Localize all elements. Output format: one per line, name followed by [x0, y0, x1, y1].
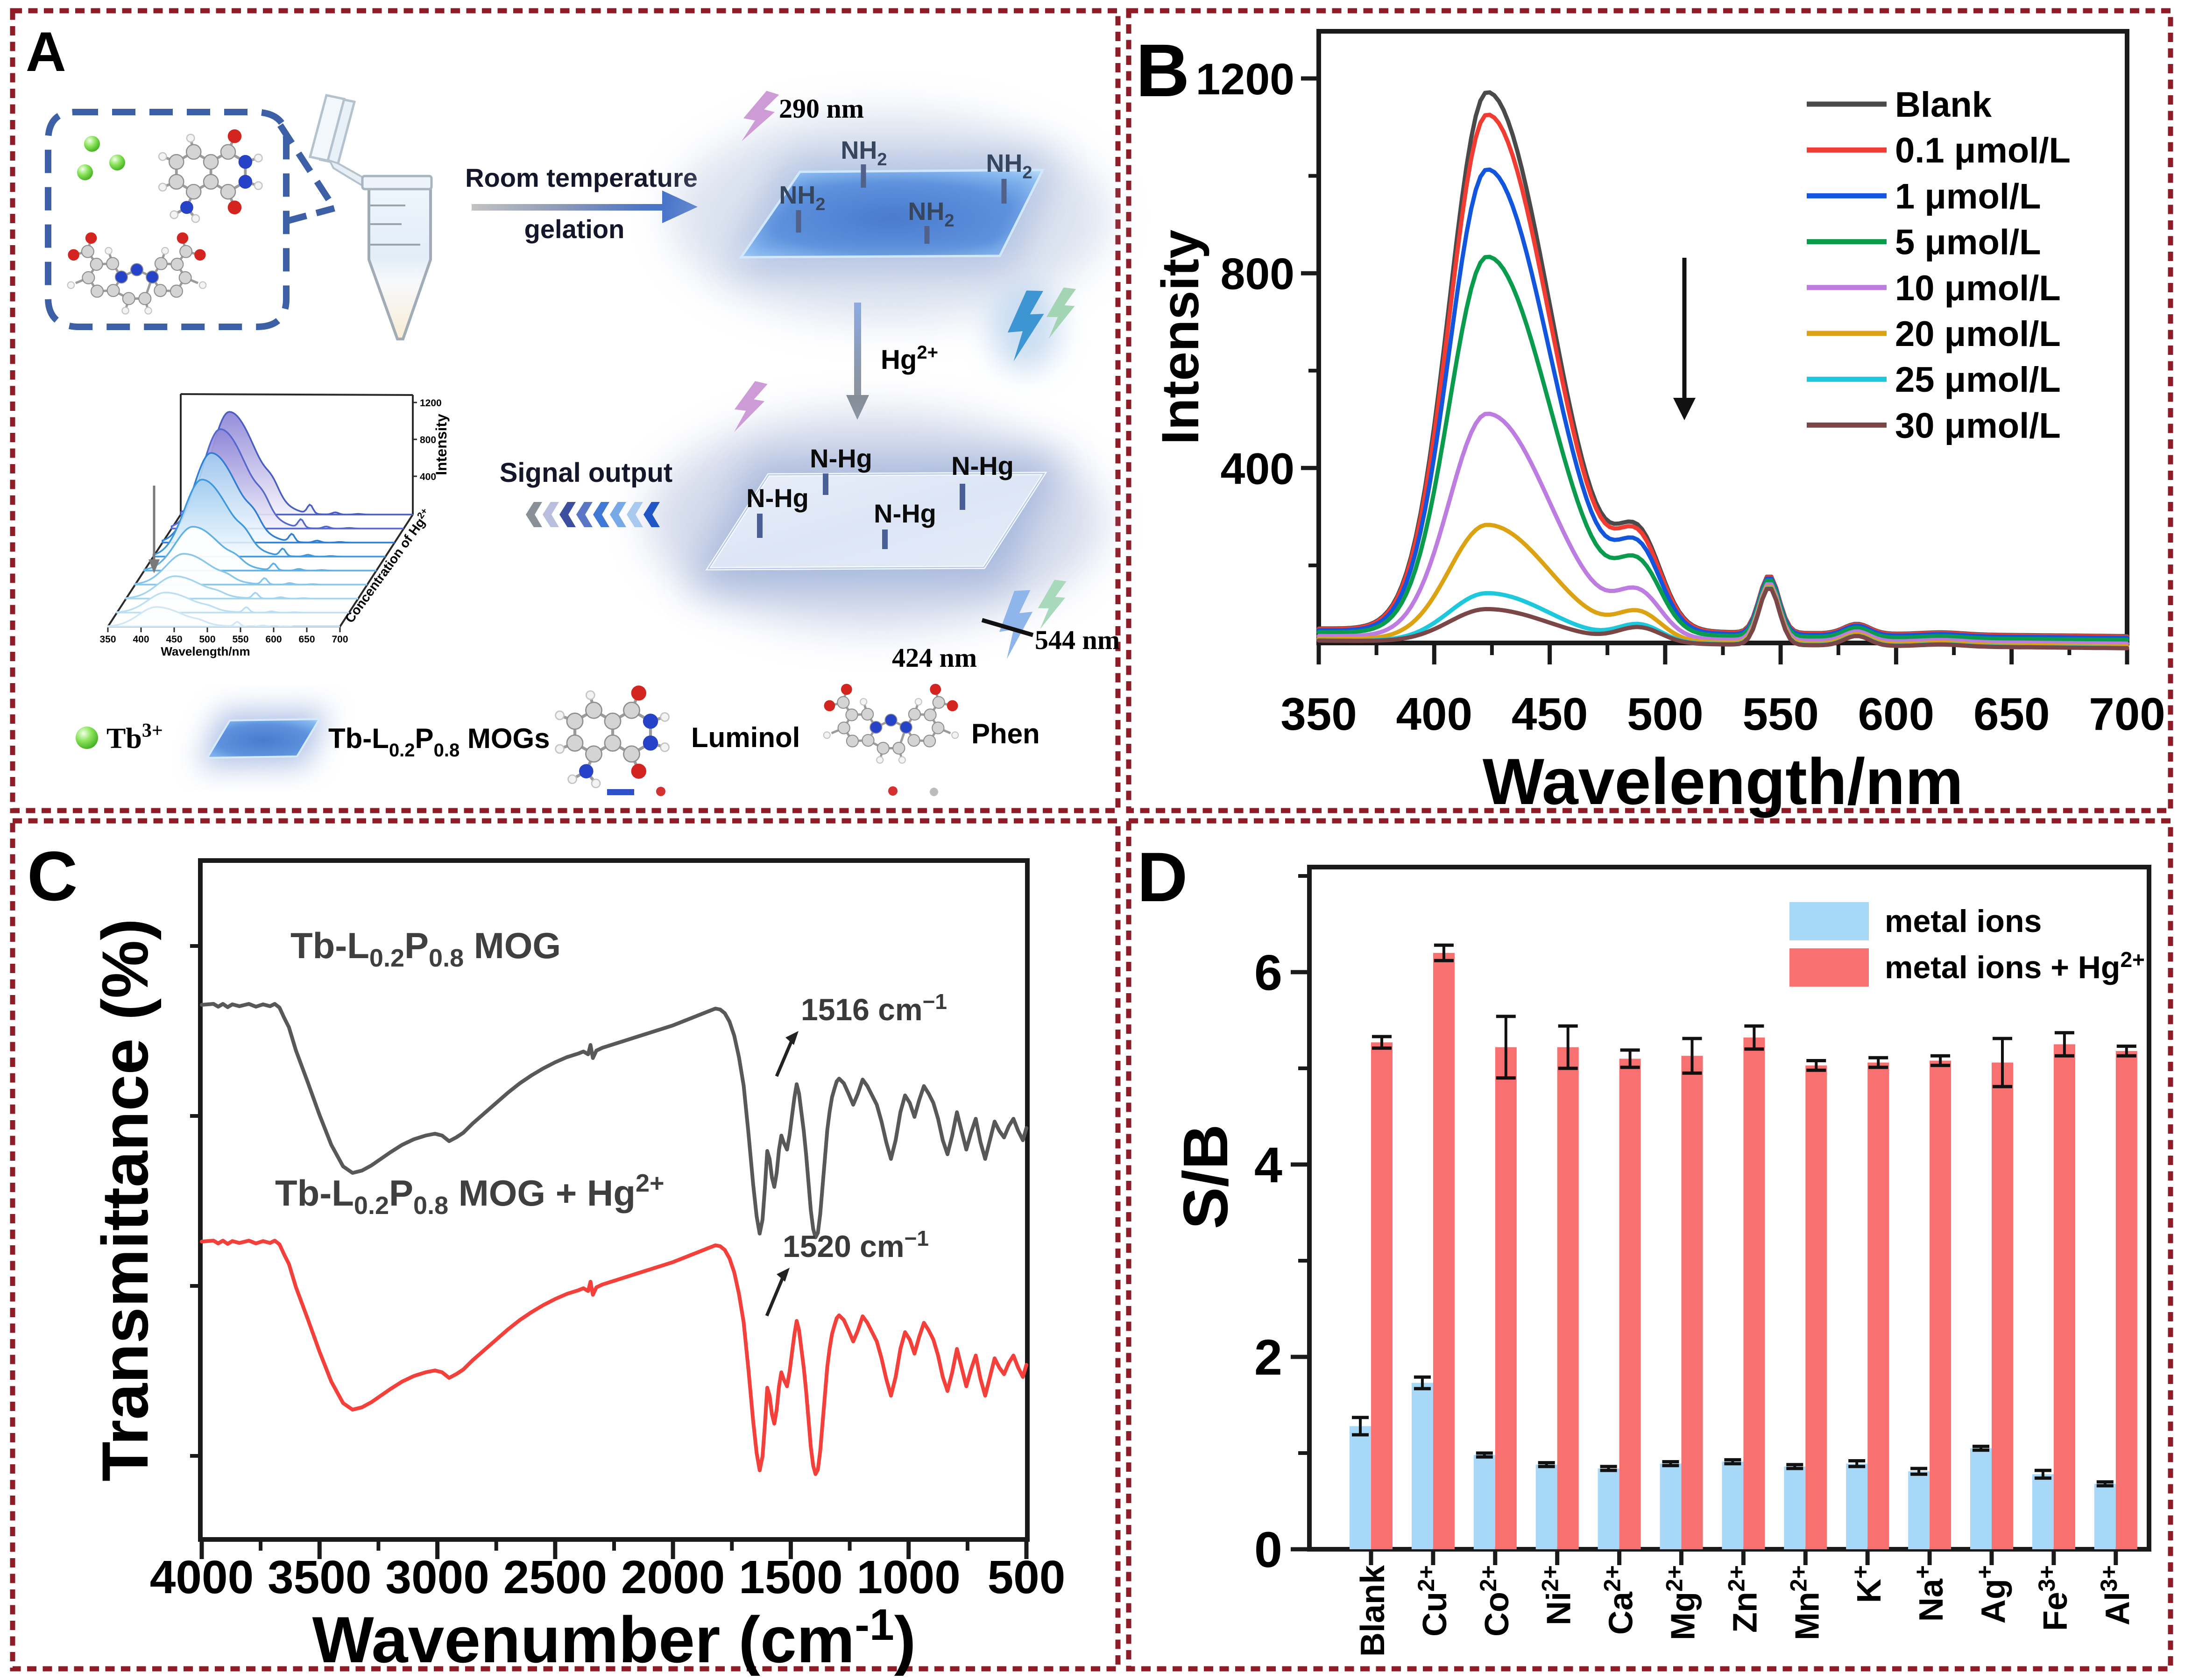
svg-text:550: 550 [1742, 688, 1819, 740]
svg-text:0.1 μmol/L: 0.1 μmol/L [1895, 131, 2071, 170]
svg-text:544 nm: 544 nm [1035, 625, 1120, 655]
svg-text:1000: 1000 [856, 1551, 960, 1603]
svg-text:NH2: NH2 [986, 149, 1032, 183]
svg-text:metal ions + Hg2+: metal ions + Hg2+ [1885, 947, 2145, 985]
svg-text:2500: 2500 [503, 1551, 607, 1603]
svg-text:Intensity: Intensity [433, 414, 450, 475]
svg-text:700: 700 [2089, 688, 2165, 740]
svg-text:700: 700 [332, 634, 348, 645]
svg-text:500: 500 [199, 634, 215, 645]
svg-text:800: 800 [420, 435, 436, 445]
svg-text:Phen: Phen [971, 718, 1040, 749]
svg-text:D: D [1137, 838, 1188, 916]
svg-text:10 μmol/L: 10 μmol/L [1895, 268, 2061, 308]
svg-text:3000: 3000 [385, 1551, 489, 1603]
svg-text:1200: 1200 [1196, 55, 1294, 104]
svg-text:1 μmol/L: 1 μmol/L [1895, 176, 2041, 216]
svg-text:500: 500 [988, 1551, 1066, 1603]
svg-text:2: 2 [1254, 1329, 1282, 1385]
svg-text:Ag+: Ag+ [1972, 1565, 2012, 1624]
svg-text:1500: 1500 [739, 1551, 842, 1603]
svg-text:400: 400 [133, 634, 149, 645]
svg-text:Tb3+: Tb3+ [106, 720, 163, 755]
svg-text:1200: 1200 [420, 398, 442, 409]
svg-text:600: 600 [265, 634, 282, 645]
svg-text:N-Hg: N-Hg [746, 483, 809, 513]
svg-text:A: A [26, 21, 66, 83]
svg-text:6: 6 [1254, 944, 1282, 1001]
svg-text:424 nm: 424 nm [892, 642, 977, 673]
svg-text:Hg2+: Hg2+ [881, 342, 938, 375]
svg-text:Cu2+: Cu2+ [1413, 1565, 1454, 1637]
svg-text:Wavelength/nm: Wavelength/nm [161, 644, 250, 658]
svg-text:400: 400 [420, 472, 436, 482]
svg-text:Mn2+: Mn2+ [1785, 1565, 1826, 1640]
svg-text:N-Hg: N-Hg [810, 444, 872, 473]
svg-text:350: 350 [99, 634, 116, 645]
svg-text:Wavenumber (cm-1): Wavenumber (cm-1) [312, 1600, 916, 1676]
svg-text:Co2+: Co2+ [1475, 1565, 1516, 1637]
svg-text:N-Hg: N-Hg [951, 451, 1014, 480]
svg-text:650: 650 [298, 634, 315, 645]
svg-text:Ca2+: Ca2+ [1599, 1565, 1640, 1635]
svg-text:400: 400 [1396, 688, 1473, 740]
svg-text:metal ions: metal ions [1885, 904, 2042, 939]
svg-text:gelation: gelation [524, 214, 625, 244]
svg-text:450: 450 [1512, 688, 1588, 740]
svg-text:Blank: Blank [1354, 1565, 1392, 1657]
svg-text:Luminol: Luminol [691, 722, 800, 753]
svg-text:20 μmol/L: 20 μmol/L [1895, 314, 2061, 354]
svg-text:5 μmol/L: 5 μmol/L [1895, 223, 2041, 262]
svg-text:Al3+: Al3+ [2096, 1565, 2136, 1625]
svg-text:800: 800 [1220, 249, 1294, 299]
svg-text:650: 650 [1973, 688, 2050, 740]
svg-text:Tb-L0.2P0.8 MOG + Hg2+: Tb-L0.2P0.8 MOG + Hg2+ [275, 1169, 665, 1220]
svg-text:550: 550 [232, 634, 248, 645]
svg-text:Concentration of Hg2+: Concentration of Hg2+ [341, 506, 434, 626]
svg-text:25 μmol/L: 25 μmol/L [1895, 360, 2061, 400]
svg-text:500: 500 [1627, 688, 1704, 740]
svg-text:Tb-L0.2P0.8 MOG: Tb-L0.2P0.8 MOG [290, 925, 561, 972]
svg-text:4: 4 [1254, 1136, 1282, 1193]
svg-text:N-Hg: N-Hg [874, 499, 936, 528]
svg-text:K+: K+ [1847, 1565, 1888, 1603]
svg-text:450: 450 [166, 634, 182, 645]
svg-text:Room temperature: Room temperature [465, 163, 698, 192]
svg-text:600: 600 [1858, 688, 1935, 740]
svg-text:B: B [1136, 28, 1190, 112]
svg-text:Mg2+: Mg2+ [1662, 1565, 1702, 1640]
svg-text:Fe3+: Fe3+ [2034, 1565, 2074, 1631]
svg-text:Transmittance (%): Transmittance (%) [88, 918, 162, 1482]
svg-text:Tb-L0.2P0.8 MOGs: Tb-L0.2P0.8 MOGs [328, 723, 550, 761]
svg-text:Wavelength/nm: Wavelength/nm [1483, 745, 1963, 818]
svg-text:Ni2+: Ni2+ [1537, 1565, 1578, 1625]
svg-text:0: 0 [1254, 1521, 1282, 1578]
svg-text:Blank: Blank [1895, 85, 1992, 125]
svg-text:C: C [27, 837, 78, 915]
svg-text:290 nm: 290 nm [779, 93, 864, 124]
svg-text:Na+: Na+ [1909, 1565, 1950, 1622]
svg-text:Signal output: Signal output [500, 458, 673, 488]
svg-text:1516 cm−1: 1516 cm−1 [801, 989, 947, 1027]
svg-text:1520 cm−1: 1520 cm−1 [783, 1226, 929, 1264]
svg-text:4000: 4000 [150, 1551, 254, 1603]
svg-text:3500: 3500 [268, 1551, 371, 1603]
svg-text:30 μmol/L: 30 μmol/L [1895, 406, 2061, 445]
svg-text:S/B: S/B [1170, 1124, 1241, 1229]
svg-text:Intensity: Intensity [1151, 230, 1209, 445]
svg-text:2000: 2000 [621, 1551, 725, 1603]
svg-text:Zn2+: Zn2+ [1723, 1565, 1764, 1633]
svg-text:350: 350 [1280, 688, 1357, 740]
svg-text:400: 400 [1220, 444, 1294, 494]
